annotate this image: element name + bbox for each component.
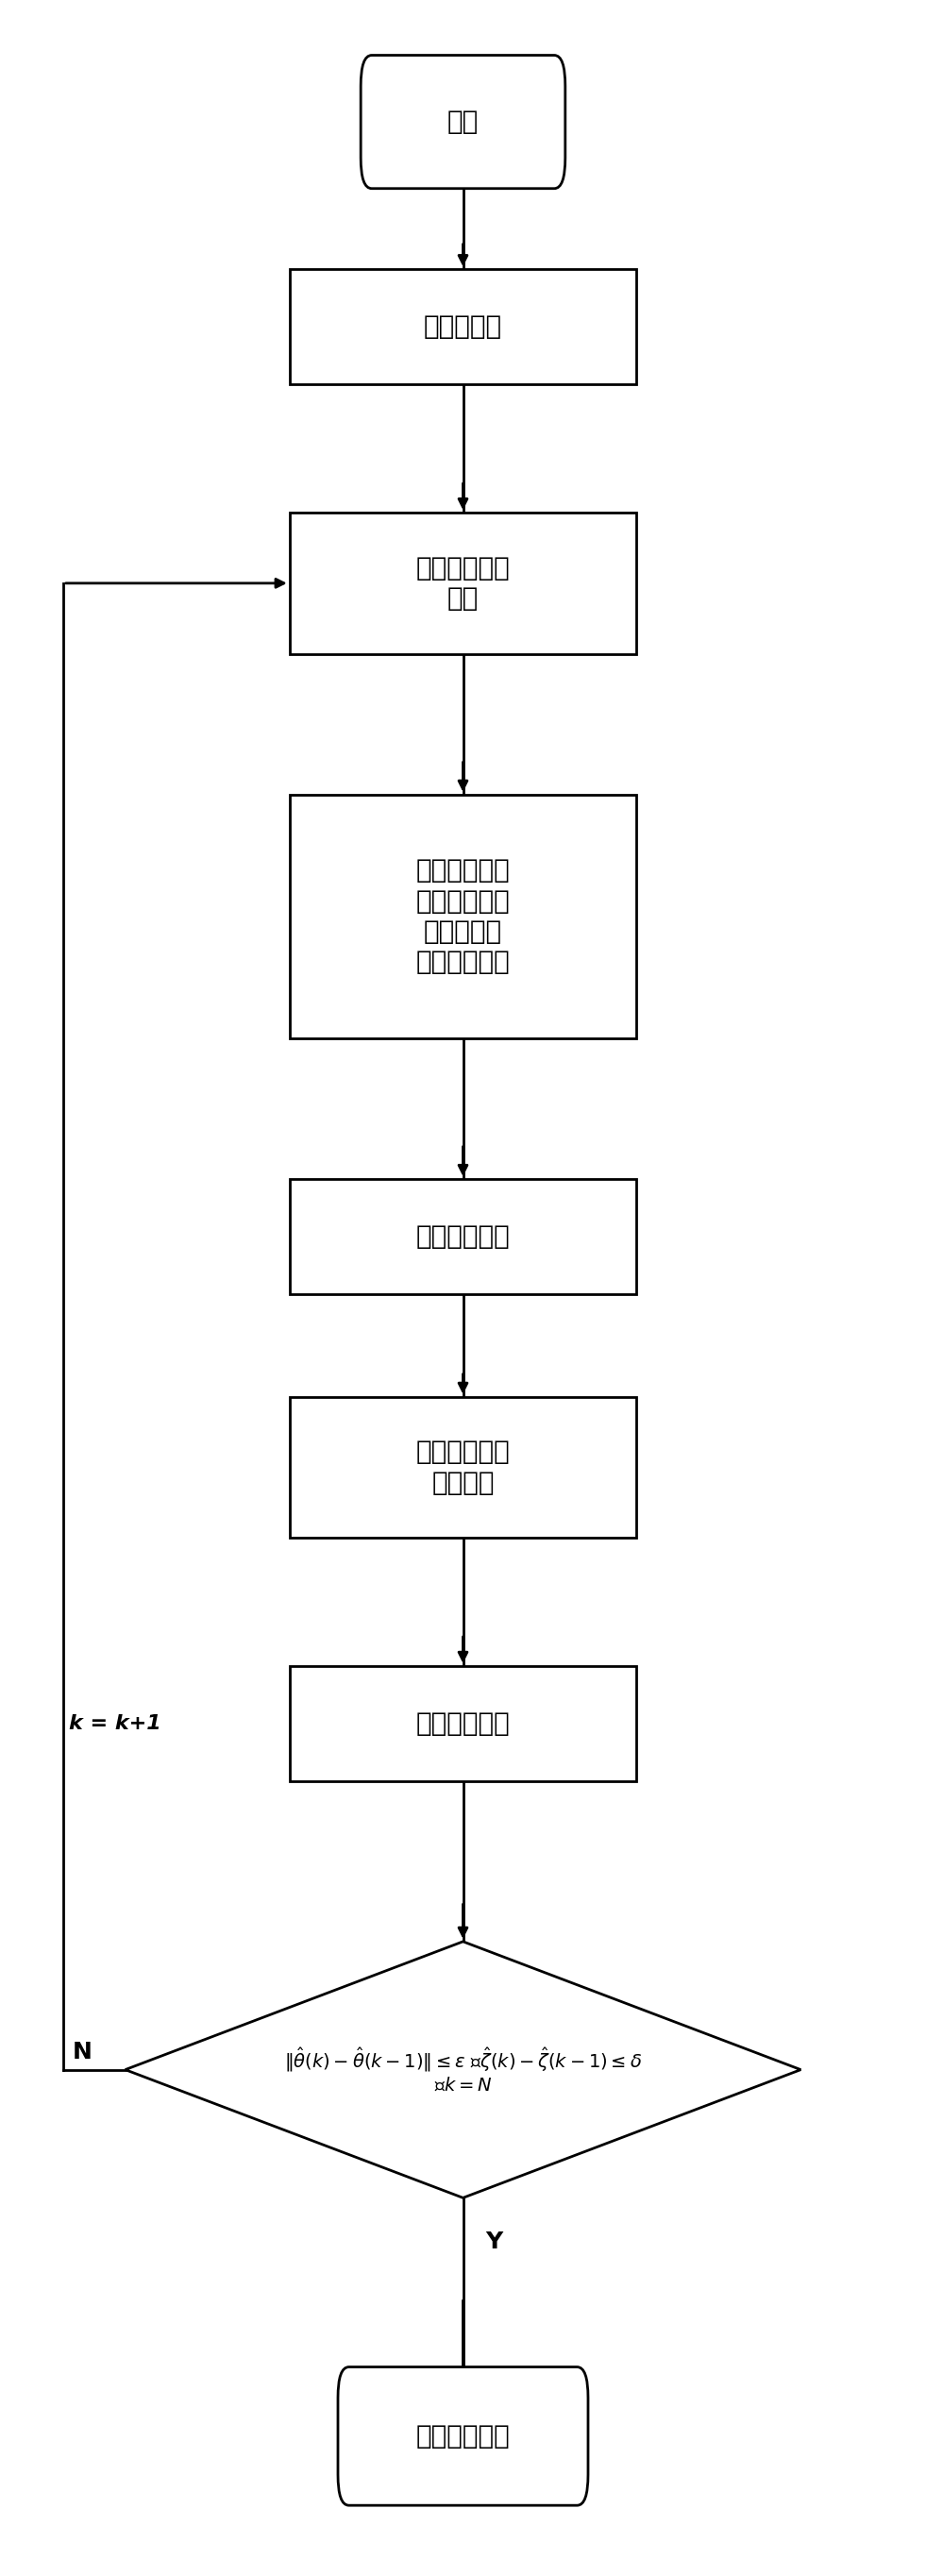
Text: 初始化参数: 初始化参数: [424, 314, 502, 340]
Text: 更新系统参数: 更新系统参数: [416, 1224, 510, 1249]
Text: N: N: [72, 2040, 92, 2063]
FancyBboxPatch shape: [290, 793, 636, 1038]
Text: 开始: 开始: [447, 108, 479, 134]
FancyBboxPatch shape: [290, 1180, 636, 1293]
Text: $\|\hat{\theta}(k)-\hat{\theta}(k-1)\|\leq\varepsilon$ 与$\hat{\zeta}(k)-\hat{\ze: $\|\hat{\theta}(k)-\hat{\theta}(k-1)\|\l…: [284, 2045, 642, 2094]
FancyBboxPatch shape: [290, 513, 636, 654]
FancyBboxPatch shape: [338, 2367, 588, 2506]
Polygon shape: [125, 1942, 801, 2197]
Text: 获得系统模型: 获得系统模型: [416, 2424, 510, 2450]
Text: k = k+1: k = k+1: [69, 1713, 161, 1734]
Text: 采集输入输出
数据: 采集输入输出 数据: [416, 554, 510, 611]
FancyBboxPatch shape: [290, 270, 636, 384]
Text: 构造输出数据
向量、信息向
量、信息矩
阵、扰动向量: 构造输出数据 向量、信息向 量、信息矩 阵、扰动向量: [416, 858, 510, 976]
FancyBboxPatch shape: [290, 1396, 636, 1538]
Text: 构造扰动参数
信息矩阵: 构造扰动参数 信息矩阵: [416, 1440, 510, 1497]
Text: 更新扰动参数: 更新扰动参数: [416, 1710, 510, 1736]
FancyBboxPatch shape: [361, 54, 565, 188]
Text: Y: Y: [486, 2231, 503, 2254]
FancyBboxPatch shape: [290, 1667, 636, 1783]
